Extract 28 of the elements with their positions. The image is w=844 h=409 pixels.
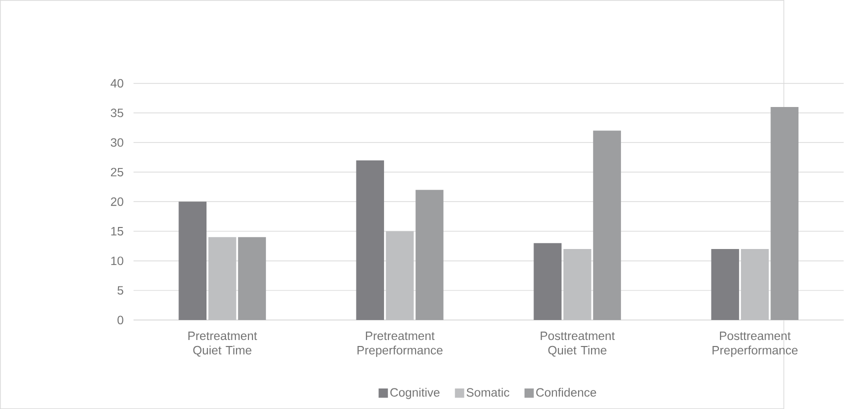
y-tick-label: 10 [111, 256, 124, 266]
y-tick-label: 20 [110, 197, 124, 206]
y-tick-label: 15 [111, 226, 124, 236]
bar [416, 190, 444, 320]
bar [208, 237, 236, 320]
bar [770, 106, 798, 320]
x-tick-label: Pretreatment Quiet Time [188, 332, 258, 357]
y-tick-label: 0 [118, 316, 124, 324]
bar [386, 231, 414, 320]
y-tick-label: 30 [110, 138, 124, 147]
legend-label: Confidence [536, 388, 596, 397]
bar [740, 248, 769, 320]
bar [238, 237, 266, 320]
x-tick-label: Posttreatment Quiet Time [540, 332, 615, 357]
bar [534, 243, 562, 320]
y-tick-label: 40 [110, 78, 124, 88]
legend-label: Somatic [466, 388, 510, 397]
y-tick-label: 35 [110, 108, 124, 118]
bar [178, 202, 207, 320]
bar [593, 130, 621, 320]
y-tick-label: 5 [118, 286, 124, 295]
x-tick-label: Posttreament Preperformance [712, 332, 798, 357]
bar [711, 248, 740, 320]
x-tick-label: Pretreatment Preperformance [358, 332, 443, 357]
y-tick-label: 25 [110, 168, 124, 176]
legend-label: Cognitive [390, 388, 440, 399]
bar [356, 160, 384, 320]
bar [563, 248, 592, 320]
